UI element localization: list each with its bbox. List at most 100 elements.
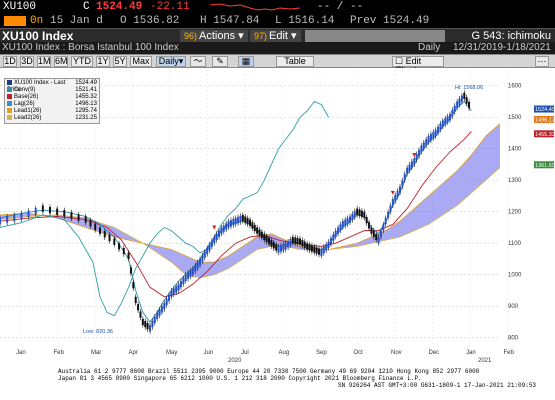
candle-body xyxy=(453,105,456,112)
x-tick-label: Aug xyxy=(279,350,290,356)
candle-body xyxy=(460,95,463,102)
draw-tool-icon[interactable]: ✎ xyxy=(212,56,228,67)
candle-body xyxy=(151,320,154,328)
candle-body xyxy=(220,227,223,234)
x-tick-label: Mar xyxy=(91,350,101,356)
legend-swatch-icon xyxy=(7,101,12,106)
candle-body xyxy=(432,131,435,139)
candle-body xyxy=(406,167,409,174)
candle-body xyxy=(434,129,437,137)
sparkline-icon xyxy=(210,3,300,11)
candle-body xyxy=(334,230,337,237)
actions-button[interactable]: 96) Actions ▾ xyxy=(180,30,248,42)
candle-body xyxy=(346,218,349,225)
period-5y[interactable]: 5Y xyxy=(113,56,127,67)
candle-body xyxy=(422,142,425,149)
candle-body xyxy=(141,318,144,326)
candle-body xyxy=(391,199,394,206)
chevron-down-icon: ▾ xyxy=(238,30,244,42)
period-6m[interactable]: 6M xyxy=(54,56,68,67)
value-tag xyxy=(534,161,554,169)
candle-body xyxy=(458,98,461,105)
period-1y[interactable]: 1Y xyxy=(96,56,110,67)
candle-body xyxy=(351,213,354,221)
candle-body xyxy=(370,227,373,234)
chart-legend[interactable]: XU100 Index - Last Price 1524.49 Conv(9) 1… xyxy=(4,78,100,124)
candle-body xyxy=(337,227,340,234)
market-flag-icon xyxy=(4,16,26,26)
candle-body xyxy=(94,223,97,231)
candle-body xyxy=(306,243,309,250)
candle-body xyxy=(263,233,266,241)
candle-body xyxy=(279,245,282,252)
candle-body xyxy=(184,274,187,282)
more-icon[interactable]: ⋯ xyxy=(535,56,549,67)
open-label: 0n xyxy=(30,15,44,27)
period-1d[interactable]: 1D xyxy=(3,56,17,67)
candle-body xyxy=(289,239,292,246)
candle-body xyxy=(401,180,404,187)
candle-body xyxy=(165,298,168,306)
period-1m[interactable]: 1M xyxy=(37,56,51,67)
candle-body xyxy=(213,236,216,244)
candle-body xyxy=(437,126,440,133)
candle-body xyxy=(463,92,466,99)
candle-body xyxy=(201,255,204,262)
candle-body xyxy=(301,240,304,247)
x-tick-label: Jun xyxy=(204,350,214,356)
x-tick-label: Jan xyxy=(16,350,26,356)
period-ytd[interactable]: YTD xyxy=(71,56,93,67)
candle-body xyxy=(253,224,256,232)
candle-body xyxy=(218,230,221,237)
candle-body xyxy=(210,240,213,247)
toolbar: XU100 Index 96) Actions ▾ 97) Edit ▾ G 543… xyxy=(0,28,555,43)
sell-signal-marker xyxy=(212,225,217,230)
edit-button[interactable]: 97) Edit ▾ xyxy=(250,30,301,42)
period-max[interactable]: Max xyxy=(130,56,152,67)
period-3d[interactable]: 3D xyxy=(20,56,34,67)
candle-body xyxy=(349,216,351,223)
line-style-icon[interactable]: 〜 xyxy=(190,56,206,67)
security-description: XU100 Index : Borsa Istanbul 100 Index xyxy=(2,42,179,53)
candle-body xyxy=(99,227,101,234)
candle-body xyxy=(27,210,30,217)
edit-chart-button[interactable]: ☐ Edit Chart xyxy=(392,56,444,75)
candle-body xyxy=(0,218,1,225)
value-tag-label: 1524.49 xyxy=(535,107,555,113)
legend-item-price: XU100 Index - Last Price 1524.49 xyxy=(7,80,97,94)
candle-body xyxy=(444,118,447,125)
legend-item-lag: Lag(26) 1496.13 xyxy=(7,101,97,108)
candle-body xyxy=(239,215,242,223)
candle-body xyxy=(215,233,218,241)
candle-body xyxy=(203,251,206,258)
quote-date: 15 Jan d xyxy=(50,15,103,27)
candle-body xyxy=(339,224,342,231)
candle-body xyxy=(229,220,232,227)
candle-body xyxy=(315,247,318,254)
candle-body xyxy=(325,244,328,251)
table-button[interactable]: Table xyxy=(276,56,314,67)
candle-body xyxy=(284,243,287,250)
candle-body xyxy=(182,277,185,285)
chart-type-icon[interactable]: ▦ xyxy=(238,56,254,67)
low-annotation: Low: 820.36 xyxy=(83,329,113,335)
candle-body xyxy=(194,265,197,272)
candle-body xyxy=(429,134,432,141)
candle-body xyxy=(118,243,121,250)
legend-swatch-icon xyxy=(7,115,12,120)
candle-body xyxy=(158,309,161,316)
candle-body xyxy=(222,225,225,232)
x-tick-label: Nov xyxy=(391,350,402,356)
candle-body xyxy=(275,244,278,251)
legend-swatch-icon xyxy=(7,94,12,99)
candle-body xyxy=(63,210,66,217)
candle-body xyxy=(441,120,444,127)
candle-body xyxy=(265,235,268,243)
candle-body xyxy=(332,234,335,241)
frequency-select[interactable]: Daily▾ xyxy=(156,56,186,67)
x-tick-label: Dec xyxy=(429,350,440,356)
legend-swatch-icon xyxy=(7,108,12,113)
lead2-line xyxy=(0,167,501,279)
candle-body xyxy=(175,286,178,293)
candle-body xyxy=(163,303,166,310)
